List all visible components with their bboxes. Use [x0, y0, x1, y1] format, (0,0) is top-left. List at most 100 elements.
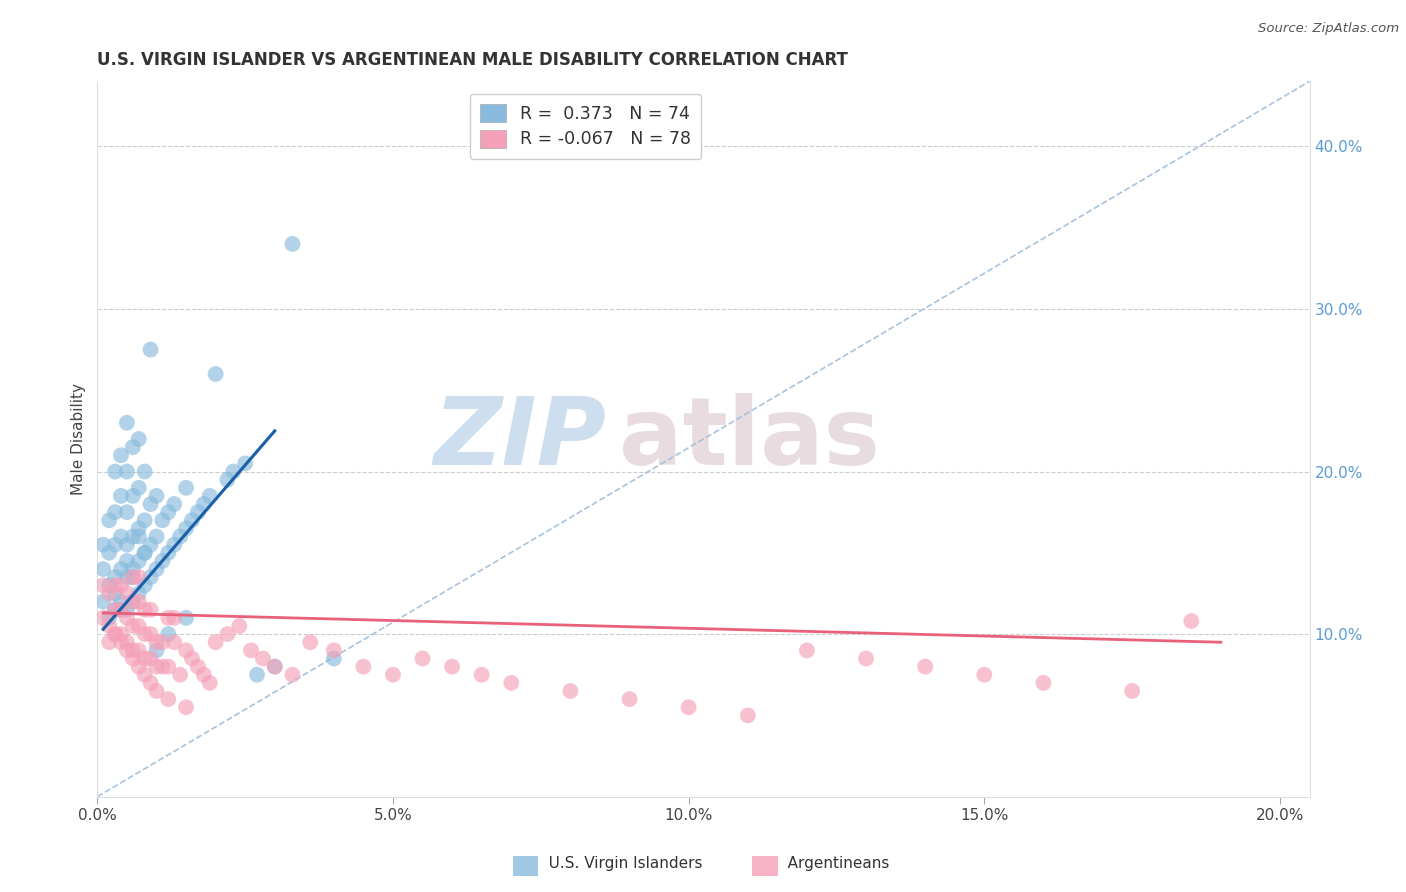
- Point: [98, 546, 121, 560]
- Point: [98, 578, 121, 592]
- Point: [104, 465, 127, 479]
- Point: [157, 611, 180, 625]
- Point: [152, 554, 174, 568]
- Point: [174, 643, 197, 657]
- Point: [181, 513, 204, 527]
- Point: [91, 538, 114, 552]
- Point: [134, 578, 156, 592]
- Point: [157, 627, 180, 641]
- Point: [104, 538, 127, 552]
- Point: [560, 684, 582, 698]
- Point: [110, 594, 132, 608]
- Point: [855, 651, 877, 665]
- Point: [128, 554, 150, 568]
- Point: [110, 562, 132, 576]
- Point: [128, 481, 150, 495]
- Point: [145, 659, 167, 673]
- Point: [412, 651, 434, 665]
- Point: [619, 692, 641, 706]
- Point: [263, 659, 285, 673]
- Point: [128, 594, 150, 608]
- Point: [121, 594, 143, 608]
- Point: [217, 473, 239, 487]
- Point: [139, 570, 162, 584]
- Point: [139, 676, 162, 690]
- Point: [263, 659, 285, 673]
- Point: [121, 651, 143, 665]
- Point: [441, 659, 464, 673]
- Point: [128, 530, 150, 544]
- Text: ZIP: ZIP: [433, 393, 606, 485]
- Point: [157, 505, 180, 519]
- Point: [98, 513, 121, 527]
- Point: [174, 611, 197, 625]
- Point: [115, 586, 138, 600]
- Point: [98, 619, 121, 633]
- Point: [163, 635, 186, 649]
- Point: [121, 562, 143, 576]
- Point: [322, 651, 344, 665]
- Point: [222, 465, 245, 479]
- Point: [91, 594, 114, 608]
- Point: [134, 513, 156, 527]
- Point: [157, 692, 180, 706]
- Point: [121, 594, 143, 608]
- Point: [240, 643, 263, 657]
- Point: [115, 611, 138, 625]
- Point: [104, 603, 127, 617]
- Point: [121, 570, 143, 584]
- Point: [91, 562, 114, 576]
- Point: [973, 667, 995, 681]
- Point: [139, 497, 162, 511]
- Point: [121, 489, 143, 503]
- Point: [134, 651, 156, 665]
- Point: [299, 635, 322, 649]
- Point: [145, 684, 167, 698]
- Point: [181, 651, 204, 665]
- Point: [382, 667, 405, 681]
- Point: [98, 635, 121, 649]
- Point: [169, 530, 191, 544]
- Point: [737, 708, 759, 723]
- Point: [145, 643, 167, 657]
- Y-axis label: Male Disability: Male Disability: [72, 383, 86, 495]
- Point: [128, 521, 150, 535]
- Point: [163, 497, 186, 511]
- Point: [128, 432, 150, 446]
- Point: [914, 659, 936, 673]
- Point: [115, 416, 138, 430]
- Point: [121, 440, 143, 454]
- Point: [471, 667, 494, 681]
- Point: [98, 611, 121, 625]
- Point: [174, 481, 197, 495]
- Point: [678, 700, 700, 714]
- Point: [115, 635, 138, 649]
- Point: [91, 611, 114, 625]
- Point: [174, 700, 197, 714]
- Point: [796, 643, 818, 657]
- Point: [1121, 684, 1143, 698]
- Point: [91, 578, 114, 592]
- Point: [152, 513, 174, 527]
- Point: [121, 643, 143, 657]
- Point: [145, 489, 167, 503]
- Point: [157, 546, 180, 560]
- Point: [98, 586, 121, 600]
- Point: [281, 667, 304, 681]
- Point: [104, 586, 127, 600]
- Point: [228, 619, 250, 633]
- Point: [322, 643, 344, 657]
- Point: [246, 667, 269, 681]
- Point: [163, 611, 186, 625]
- Point: [204, 367, 226, 381]
- Point: [104, 603, 127, 617]
- Point: [115, 603, 138, 617]
- Point: [198, 676, 221, 690]
- Point: [193, 497, 215, 511]
- Point: [134, 546, 156, 560]
- Point: [352, 659, 374, 673]
- Point: [115, 643, 138, 657]
- Point: [115, 505, 138, 519]
- Point: [139, 627, 162, 641]
- Point: [139, 603, 162, 617]
